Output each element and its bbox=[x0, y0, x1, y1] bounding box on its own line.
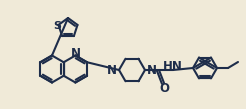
Text: N: N bbox=[107, 64, 117, 77]
Text: HN: HN bbox=[163, 60, 183, 72]
Text: S: S bbox=[53, 21, 62, 31]
Text: N: N bbox=[147, 64, 157, 77]
Text: O: O bbox=[159, 82, 169, 95]
Text: N: N bbox=[70, 47, 80, 60]
